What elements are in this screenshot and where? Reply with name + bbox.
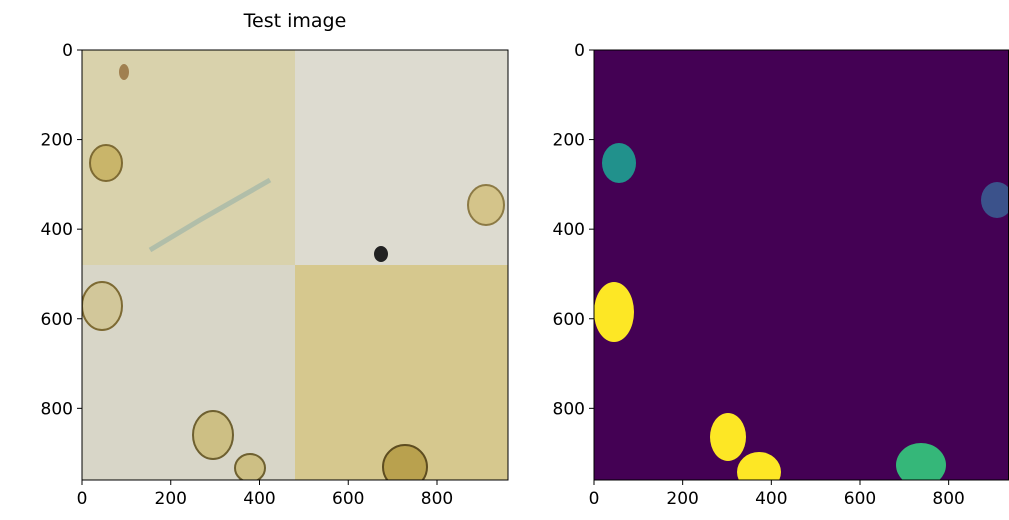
x-tick-label: 600 bbox=[844, 489, 876, 509]
y-tick-label: 600 bbox=[41, 310, 73, 330]
x-tick-label: 800 bbox=[932, 489, 964, 509]
y-tick-label: 0 bbox=[574, 41, 585, 61]
x-tick-label: 400 bbox=[243, 489, 275, 509]
y-tick-label: 800 bbox=[553, 399, 585, 419]
x-tick-label: 0 bbox=[589, 489, 600, 509]
y-tick-label: 200 bbox=[41, 131, 73, 151]
x-tick-label: 200 bbox=[155, 489, 187, 509]
y-tick-label: 0 bbox=[62, 41, 73, 61]
x-tick-label: 800 bbox=[421, 489, 453, 509]
y-tick-label: 400 bbox=[553, 220, 585, 240]
y-tick-label: 400 bbox=[41, 220, 73, 240]
chart-title: Test image bbox=[243, 10, 347, 32]
figure: Test image 0 200 400 600 800 0 200 400 600 800 0 200… bbox=[0, 0, 1009, 520]
x-tick-label: 600 bbox=[332, 489, 364, 509]
y-tick-label: 800 bbox=[41, 399, 73, 419]
y-tick-label: 600 bbox=[553, 310, 585, 330]
segmentation-mask bbox=[594, 50, 1009, 492]
test-image bbox=[82, 50, 508, 489]
x-tick-label: 200 bbox=[666, 489, 698, 509]
x-tick-label: 0 bbox=[77, 489, 88, 509]
y-tick-label: 200 bbox=[553, 131, 585, 151]
x-tick-label: 400 bbox=[755, 489, 787, 509]
